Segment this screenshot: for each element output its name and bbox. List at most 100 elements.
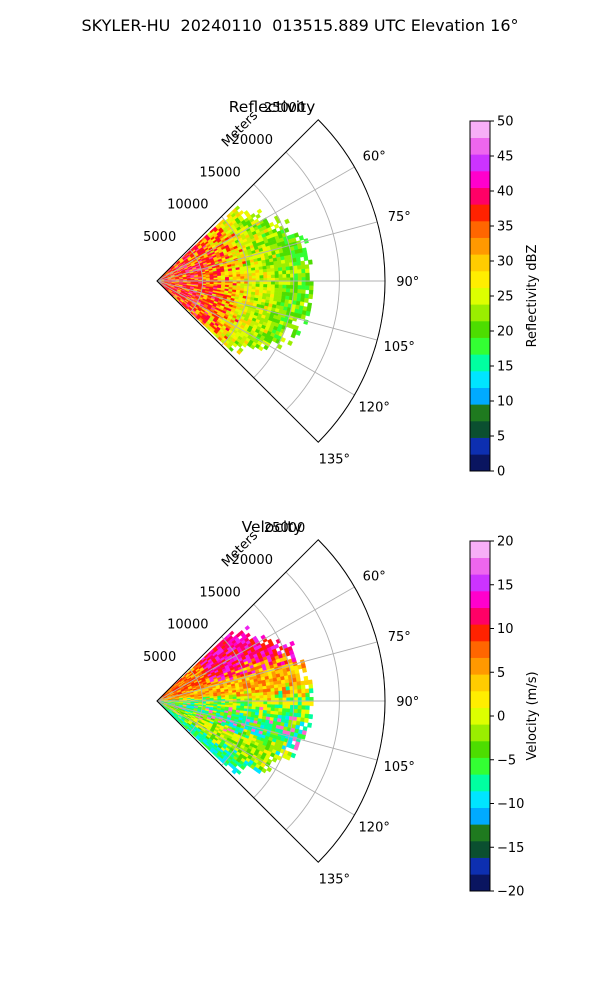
colorbar-tick-label: 15 — [497, 578, 514, 593]
colorbar-tick-label: 25 — [497, 290, 514, 305]
radar-cell — [247, 275, 253, 279]
radar-cell — [282, 281, 287, 286]
radar-cell — [301, 705, 306, 711]
radar-cell — [244, 281, 249, 285]
radar-cell — [299, 721, 305, 727]
radar-cell — [262, 268, 268, 273]
colorbar-label: Reflectivity dBZ — [525, 245, 540, 348]
radar-cell — [285, 288, 291, 293]
radar-cell — [269, 264, 275, 269]
radar-cell — [300, 717, 305, 723]
radar-cell — [262, 688, 268, 693]
radar-cell — [305, 272, 310, 278]
radar-cell — [241, 342, 248, 348]
radar-cell — [293, 705, 299, 710]
colorbar-tick-label: 45 — [497, 150, 514, 165]
radar-cell — [256, 208, 263, 215]
radar-cell — [267, 284, 272, 288]
radar-cell — [305, 705, 310, 711]
radar-cell — [297, 289, 302, 294]
radar-cell — [297, 705, 303, 710]
colorbar-segment — [470, 404, 490, 422]
radial-tick-label: 15000 — [199, 585, 240, 600]
colorbar-segment — [470, 674, 490, 692]
radar-cell — [285, 262, 290, 268]
radar-cell — [286, 704, 291, 710]
colorbar-tick-label: 5 — [497, 666, 505, 681]
radar-cell — [270, 707, 276, 712]
radar-cell — [281, 291, 287, 297]
radar-cell — [259, 272, 264, 276]
colorbar-segment — [470, 387, 490, 405]
radar-cell — [282, 284, 287, 289]
radar-cell — [304, 713, 310, 719]
colorbar-segment — [470, 724, 490, 742]
radar-cell — [255, 695, 260, 699]
radar-cell — [274, 284, 280, 289]
radar-cell — [296, 713, 302, 718]
radar-cell — [286, 693, 291, 699]
radar-cell — [285, 708, 291, 713]
radar-cell — [305, 688, 310, 694]
radar-cell — [263, 275, 268, 279]
azimuth-tick-label: 60° — [363, 150, 386, 165]
colorbar-segment — [470, 287, 490, 305]
radar-cell — [263, 701, 268, 705]
radar-cell — [259, 275, 264, 279]
radar-cell — [274, 281, 280, 286]
radar-cell — [287, 340, 293, 347]
radar-cell — [225, 701, 230, 704]
radar-cell — [286, 701, 291, 706]
colorbar-segment — [470, 691, 490, 708]
radar-cell — [296, 681, 302, 686]
radial-tick-label: 25000 — [264, 101, 305, 116]
radar-cell — [307, 722, 313, 728]
radar-cell — [293, 708, 299, 714]
radar-cell — [295, 257, 301, 263]
colorbar-segment — [470, 337, 490, 355]
radar-cell — [301, 688, 306, 694]
radar-cell — [255, 692, 260, 697]
radar-cell — [255, 213, 261, 220]
colorbar-tick-label: 0 — [497, 465, 505, 480]
radar-cell — [263, 281, 268, 285]
colorbar-segment — [470, 221, 490, 238]
colorbar — [469, 120, 494, 472]
radar-cell — [240, 696, 245, 700]
colorbar-tick-label: 40 — [497, 185, 514, 200]
radar-cell — [295, 330, 302, 336]
radar-cell — [255, 269, 260, 274]
radar-cell — [232, 281, 238, 284]
radar-cell — [278, 274, 283, 279]
radar-cell — [232, 696, 237, 700]
radar-cell — [286, 281, 291, 286]
radar-cell — [282, 701, 287, 706]
azimuth-tick-label: 120° — [359, 400, 390, 415]
radar-cell — [274, 271, 279, 276]
radar-cell — [278, 701, 283, 706]
colorbar-tick-label: 50 — [497, 115, 514, 130]
radar-cell — [303, 255, 309, 262]
radar-cell — [277, 711, 283, 716]
radar-cell — [301, 273, 306, 278]
radar-cell — [225, 697, 230, 700]
radar-cell — [251, 272, 257, 277]
radar-cell — [300, 260, 306, 266]
colorbar-segment — [470, 354, 490, 372]
radar-cell — [300, 734, 306, 740]
radar-cell — [273, 264, 279, 269]
radar-cell — [278, 690, 283, 695]
radar-cell — [296, 716, 302, 722]
radar-cell — [278, 267, 283, 272]
radar-cell — [271, 701, 276, 705]
radar-cell — [251, 695, 257, 699]
radar-cell — [278, 687, 283, 692]
colorbar-segment — [470, 657, 490, 675]
radar-cell — [236, 276, 241, 280]
radar-cell — [297, 709, 302, 714]
radar-cell — [228, 281, 234, 284]
radar-cell — [274, 694, 280, 699]
radar-cell — [247, 283, 253, 287]
colorbar-tick-label: 30 — [497, 255, 514, 270]
radar-cell — [308, 714, 314, 720]
